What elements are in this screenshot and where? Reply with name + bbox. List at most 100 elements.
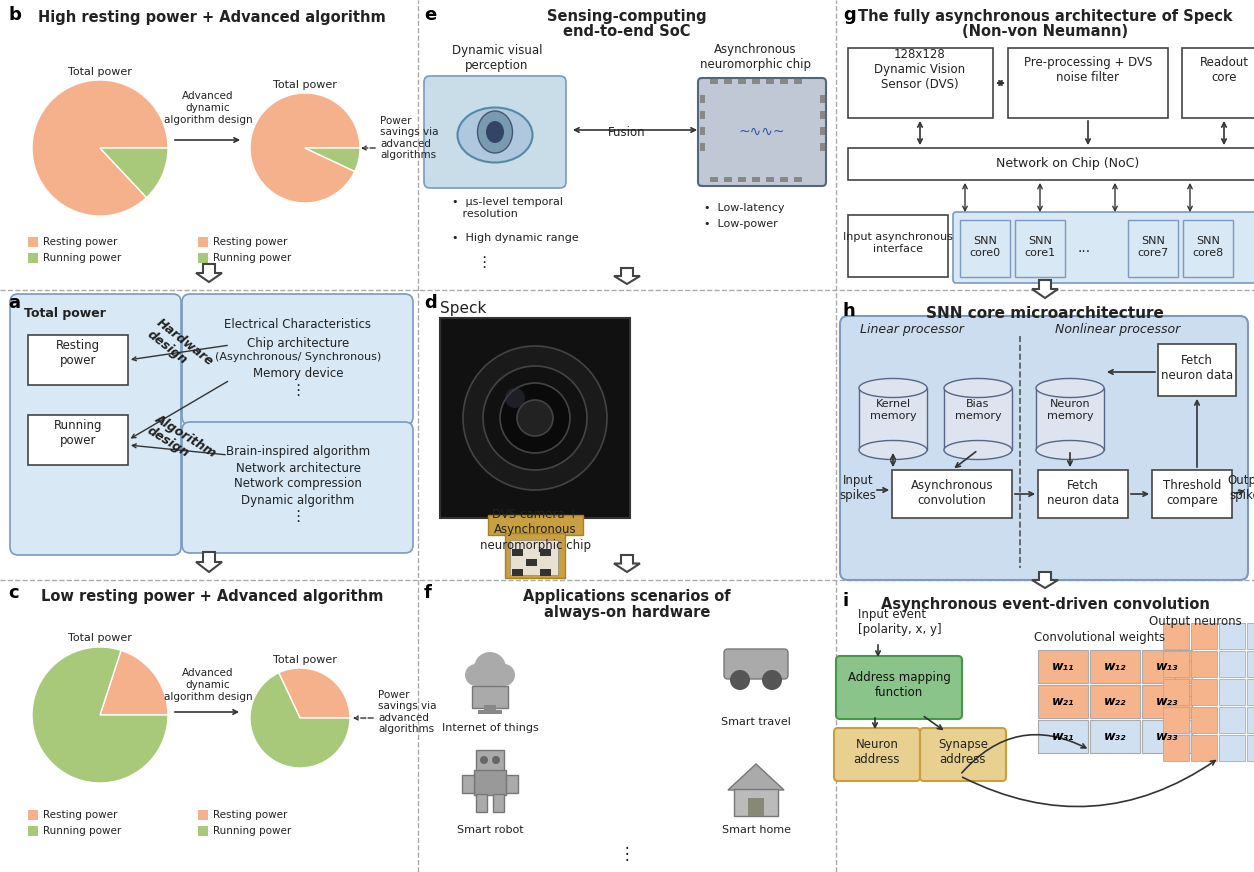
Bar [461, 775, 474, 793]
Circle shape [463, 346, 607, 490]
Ellipse shape [730, 670, 750, 690]
Text: Running power: Running power [43, 826, 122, 836]
Bar [1191, 623, 1216, 649]
Bar [1219, 679, 1245, 705]
Ellipse shape [458, 107, 533, 162]
Circle shape [477, 667, 503, 693]
Text: Power
savings via
advanced
algorithms: Power savings via advanced algorithms [377, 690, 436, 734]
Bar [1038, 650, 1088, 683]
Bar [1191, 679, 1216, 705]
Bar [512, 569, 523, 576]
Text: Output neurons: Output neurons [1149, 616, 1241, 629]
Bar [752, 177, 760, 182]
Text: SNN
core0: SNN core0 [969, 236, 1001, 258]
Bar [198, 826, 208, 836]
Text: e: e [424, 6, 436, 24]
Text: Input event
[polarity, x, y]: Input event [polarity, x, y] [858, 608, 942, 636]
Bar [961, 220, 1009, 277]
Bar [440, 318, 630, 518]
Bar [766, 79, 774, 84]
Circle shape [480, 756, 488, 764]
Text: ⋮: ⋮ [291, 509, 306, 524]
Bar [700, 111, 705, 119]
Text: Advanced
dynamic
algorithm design: Advanced dynamic algorithm design [164, 669, 252, 702]
Text: Input asynchronous
interface: Input asynchronous interface [843, 232, 953, 254]
Bar [739, 79, 746, 84]
Text: Resting power: Resting power [43, 810, 118, 820]
Text: ~∿∿~: ~∿∿~ [739, 125, 785, 139]
Bar [1219, 623, 1245, 649]
Ellipse shape [1036, 378, 1104, 398]
Text: DVS camera +
Asynchronous
neuromorphic chip: DVS camera + Asynchronous neuromorphic c… [479, 508, 591, 551]
Text: Low resting power + Advanced algorithm: Low resting power + Advanced algorithm [41, 589, 384, 604]
Bar [1246, 707, 1254, 733]
Bar [724, 177, 732, 182]
Text: The fully asynchronous architecture of Speck: The fully asynchronous architecture of S… [858, 10, 1233, 24]
Bar [484, 705, 497, 710]
Bar [700, 127, 705, 135]
Bar [724, 79, 732, 84]
Text: Fusion: Fusion [608, 126, 646, 139]
Bar [780, 177, 788, 182]
Text: Resting power: Resting power [43, 237, 118, 247]
Ellipse shape [859, 440, 927, 460]
Ellipse shape [478, 111, 513, 153]
Bar [493, 794, 504, 812]
Text: Bias
memory: Bias memory [954, 399, 1001, 421]
Bar [1219, 707, 1245, 733]
Text: Total power: Total power [68, 67, 132, 77]
Text: ...: ... [1077, 241, 1091, 255]
Bar [472, 686, 508, 708]
Text: Asynchronous
convolution: Asynchronous convolution [910, 479, 993, 507]
Bar [766, 177, 774, 182]
Bar [700, 95, 705, 103]
Circle shape [474, 652, 507, 684]
Bar [478, 710, 502, 714]
Text: Smart travel: Smart travel [721, 717, 791, 727]
Bar [1038, 720, 1088, 753]
Polygon shape [614, 268, 640, 284]
Text: Dynamic algorithm: Dynamic algorithm [241, 494, 355, 507]
FancyBboxPatch shape [182, 422, 413, 553]
Circle shape [517, 400, 553, 436]
Text: Memory device: Memory device [253, 366, 344, 379]
FancyBboxPatch shape [953, 212, 1254, 283]
Text: d: d [424, 294, 436, 312]
Bar [1162, 707, 1189, 733]
Wedge shape [33, 647, 168, 783]
Text: Fetch
neuron data: Fetch neuron data [1047, 479, 1119, 507]
Bar [28, 810, 38, 820]
Circle shape [500, 383, 571, 453]
Bar [1014, 220, 1065, 277]
Text: Input
spikes: Input spikes [840, 474, 877, 502]
Circle shape [505, 388, 525, 408]
Text: Running power: Running power [43, 253, 122, 263]
Bar [1191, 651, 1216, 677]
Text: Resting
power: Resting power [56, 339, 100, 367]
Ellipse shape [762, 670, 782, 690]
FancyBboxPatch shape [834, 728, 920, 781]
Text: Advanced
dynamic
algorithm design: Advanced dynamic algorithm design [164, 92, 252, 125]
Bar [474, 770, 507, 795]
Bar [1191, 707, 1216, 733]
Text: Readout
core: Readout core [1200, 56, 1249, 84]
Circle shape [483, 366, 587, 470]
Text: Power
savings via
advanced
algorithms: Power savings via advanced algorithms [380, 116, 439, 160]
Ellipse shape [859, 378, 927, 398]
Text: c: c [8, 584, 19, 602]
Bar [820, 143, 825, 151]
Bar [510, 540, 558, 575]
Bar [28, 237, 38, 247]
Text: SNN core microarchitecture: SNN core microarchitecture [925, 305, 1164, 321]
Bar [820, 95, 825, 103]
Text: w₃₁: w₃₁ [1052, 730, 1075, 743]
FancyBboxPatch shape [10, 294, 181, 555]
FancyBboxPatch shape [724, 649, 788, 679]
Text: Hardware
design: Hardware design [145, 316, 216, 380]
Circle shape [492, 756, 500, 764]
Text: Nonlinear processor: Nonlinear processor [1056, 324, 1180, 337]
Bar [198, 253, 208, 263]
Text: Network architecture: Network architecture [236, 461, 360, 474]
Text: always-on hardware: always-on hardware [544, 604, 710, 619]
Bar [1246, 623, 1254, 649]
